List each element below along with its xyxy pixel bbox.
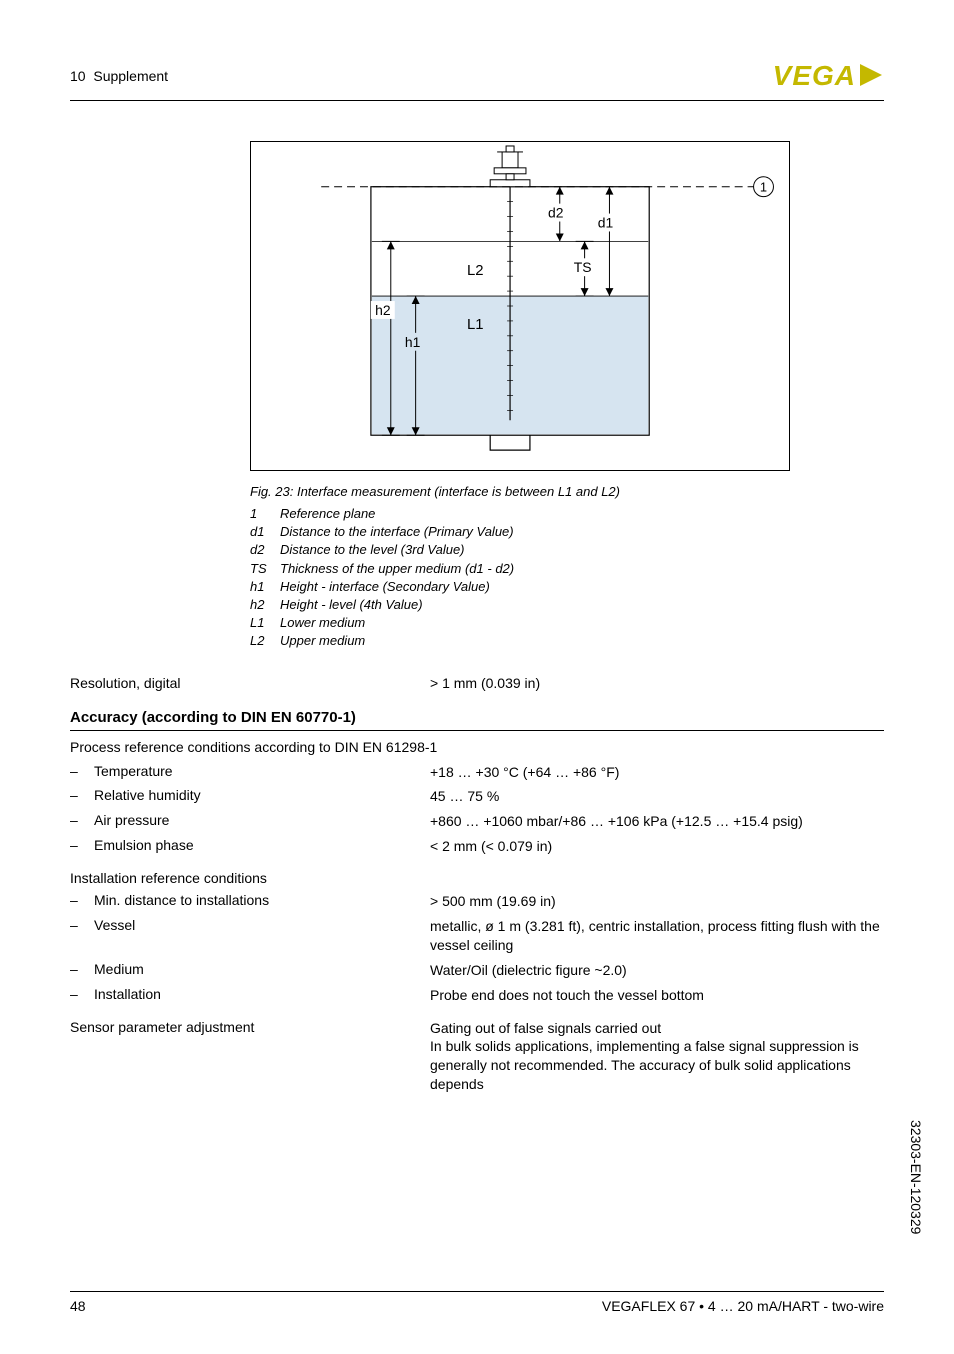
process-ref-heading: Process reference conditions according t… [70, 739, 884, 755]
resolution-label: Resolution, digital [70, 675, 430, 691]
bullet-dash-icon: – [70, 892, 94, 908]
legend-row: h2Height - level (4th Value) [250, 596, 884, 614]
chapter-number: 10 [70, 68, 86, 84]
spec-bullet-row: –Relative humidity45 … 75 % [70, 787, 884, 806]
logo-text: VEGA [773, 60, 856, 92]
figure-legend: 1Reference planed1Distance to the interf… [250, 505, 884, 651]
svg-text:d1: d1 [598, 214, 614, 230]
spec-bullet-row: –Vesselmetallic, ø 1 m (3.281 ft), centr… [70, 917, 884, 955]
svg-text:h2: h2 [375, 302, 391, 318]
sensor-param-value: Gating out of false signals carried outI… [430, 1019, 884, 1095]
spec-item-value: +860 … +1060 mbar/+86 … +106 kPa (+12.5 … [430, 812, 884, 831]
svg-text:h1: h1 [405, 334, 421, 350]
spec-item-value: < 2 mm (< 0.079 in) [430, 837, 884, 856]
spec-bullet-row: –Min. distance to installations> 500 mm … [70, 892, 884, 911]
spec-item-label: Medium [94, 961, 430, 977]
bullet-dash-icon: – [70, 917, 94, 933]
brand-logo: VEGA [773, 60, 884, 92]
legend-text: Lower medium [280, 614, 365, 632]
spec-item-label: Relative humidity [94, 787, 430, 803]
bullet-dash-icon: – [70, 812, 94, 828]
sensor-param-label: Sensor parameter adjustment [70, 1019, 430, 1035]
spec-item-label: Installation [94, 986, 430, 1002]
legend-text: Thickness of the upper medium (d1 - d2) [280, 560, 514, 578]
resolution-value: > 1 mm (0.039 in) [430, 675, 884, 691]
spec-bullet-row: –InstallationProbe end does not touch th… [70, 986, 884, 1005]
header-divider [70, 100, 884, 101]
page-number: 48 [70, 1298, 86, 1314]
spec-bullet-row: –Temperature+18 … +30 °C (+64 … +86 °F) [70, 763, 884, 782]
legend-row: TSThickness of the upper medium (d1 - d2… [250, 560, 884, 578]
bullet-dash-icon: – [70, 961, 94, 977]
bullet-dash-icon: – [70, 787, 94, 803]
spec-item-value: +18 … +30 °C (+64 … +86 °F) [430, 763, 884, 782]
legend-row: h1Height - interface (Secondary Value) [250, 578, 884, 596]
logo-triangle-icon [858, 62, 884, 91]
legend-text: Upper medium [280, 632, 365, 650]
spec-item-label: Vessel [94, 917, 430, 933]
spec-item-label: Min. distance to installations [94, 892, 430, 908]
legend-row: 1Reference plane [250, 505, 884, 523]
legend-key: L2 [250, 632, 280, 650]
figure-caption: Fig. 23: Interface measurement (interfac… [250, 484, 884, 499]
bullet-dash-icon: – [70, 763, 94, 779]
spec-item-label: Temperature [94, 763, 430, 779]
interface-measurement-diagram: 1 d2 d1 TS [250, 141, 790, 471]
svg-text:d2: d2 [548, 205, 564, 221]
svg-text:L2: L2 [467, 263, 484, 279]
accuracy-section-title: Accuracy (according to DIN EN 60770-1) [70, 709, 884, 731]
footer-doc-title: VEGAFLEX 67 • 4 … 20 mA/HART - two-wire [602, 1298, 884, 1314]
legend-row: L1Lower medium [250, 614, 884, 632]
diagram-callout-1: 1 [760, 180, 767, 195]
legend-text: Distance to the level (3rd Value) [280, 541, 465, 559]
page-footer: 48 VEGAFLEX 67 • 4 … 20 mA/HART - two-wi… [70, 1291, 884, 1314]
legend-text: Distance to the interface (Primary Value… [280, 523, 514, 541]
spec-bullet-row: –Emulsion phase< 2 mm (< 0.079 in) [70, 837, 884, 856]
legend-key: 1 [250, 505, 280, 523]
legend-key: h2 [250, 596, 280, 614]
bullet-dash-icon: – [70, 986, 94, 1002]
legend-key: h1 [250, 578, 280, 596]
spec-item-value: Probe end does not touch the vessel bott… [430, 986, 884, 1005]
spec-bullet-row: –MediumWater/Oil (dielectric figure ~2.0… [70, 961, 884, 980]
bullet-dash-icon: – [70, 837, 94, 853]
spec-item-label: Air pressure [94, 812, 430, 828]
legend-text: Reference plane [280, 505, 375, 523]
svg-text:L1: L1 [467, 317, 484, 333]
legend-key: TS [250, 560, 280, 578]
chapter-title: Supplement [93, 68, 168, 84]
legend-row: d2Distance to the level (3rd Value) [250, 541, 884, 559]
legend-text: Height - interface (Secondary Value) [280, 578, 490, 596]
install-ref-heading: Installation reference conditions [70, 870, 884, 886]
svg-text:TS: TS [574, 259, 592, 275]
legend-text: Height - level (4th Value) [280, 596, 423, 614]
legend-row: d1Distance to the interface (Primary Val… [250, 523, 884, 541]
legend-key: d2 [250, 541, 280, 559]
spec-item-value: Water/Oil (dielectric figure ~2.0) [430, 961, 884, 980]
legend-key: L1 [250, 614, 280, 632]
spec-item-value: metallic, ø 1 m (3.281 ft), centric inst… [430, 917, 884, 955]
spec-item-label: Emulsion phase [94, 837, 430, 853]
document-code-vertical: 32303-EN-120329 [908, 1120, 924, 1234]
spec-item-value: > 500 mm (19.69 in) [430, 892, 884, 911]
legend-row: L2Upper medium [250, 632, 884, 650]
spec-item-value: 45 … 75 % [430, 787, 884, 806]
spec-bullet-row: –Air pressure+860 … +1060 mbar/+86 … +10… [70, 812, 884, 831]
header-chapter: 10 Supplement [70, 68, 168, 84]
legend-key: d1 [250, 523, 280, 541]
